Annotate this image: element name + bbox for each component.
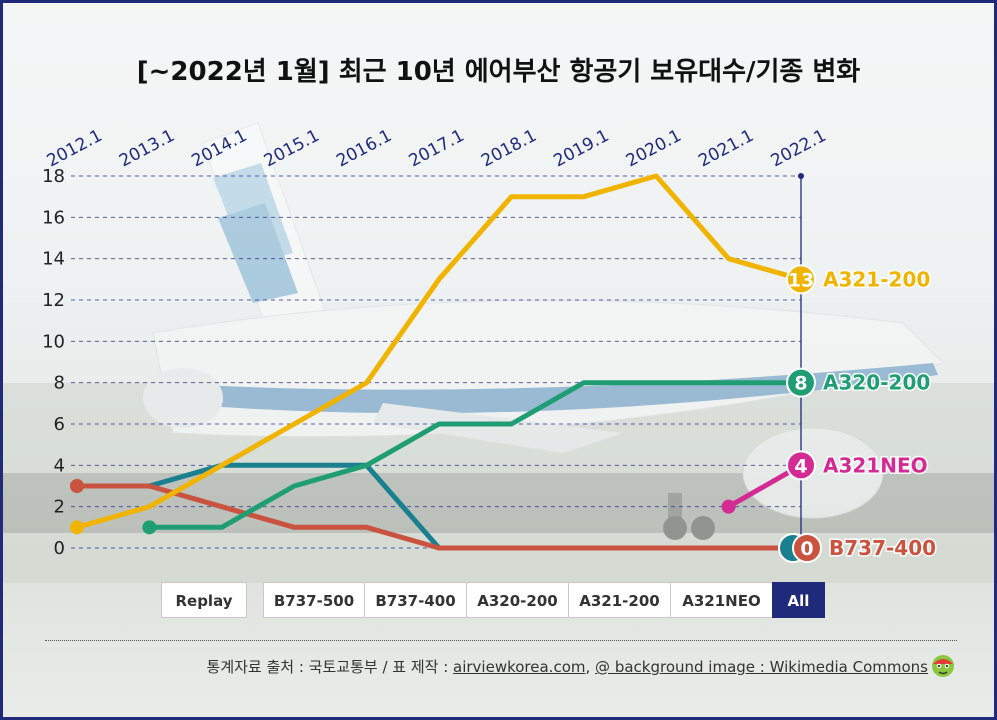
x-tick-label: 2016.1 [333, 126, 395, 172]
source-site-link[interactable]: airviewkorea.com [453, 658, 586, 676]
series-line-b737-400 [74, 483, 804, 551]
series-start-point-a320-200 [142, 520, 157, 535]
y-tick-label: 0 [54, 538, 65, 559]
series-end-badge-b737-400 [792, 533, 822, 563]
x-tick-label: 2022.1 [768, 126, 830, 172]
series-end-value: 0 [800, 538, 813, 560]
series-end-label: A321NEO [823, 453, 928, 477]
x-tick-label: 2012.1 [44, 126, 106, 172]
y-tick-label: 14 [42, 249, 65, 270]
x-tick-label: 2018.1 [478, 126, 540, 172]
x-tick-label: 2014.1 [188, 126, 250, 172]
filter-b737-500-button[interactable]: B737-500 [263, 582, 365, 618]
source-credit: 통계자료 출처 : 국토교통부 / 표 제작 : airviewkorea.co… [207, 656, 928, 677]
x-tick-label: 2021.1 [695, 126, 757, 172]
series-end-label: A321-200 [823, 267, 930, 291]
background-credit-link[interactable]: @ background image : Wikimedia Commons [595, 658, 928, 676]
x-tick-label: 2020.1 [623, 126, 685, 172]
series-start-point-a321neo [721, 499, 736, 514]
x-tick-label: 2015.1 [261, 126, 323, 172]
replay-button[interactable]: Replay [161, 582, 247, 618]
y-tick-label: 12 [42, 290, 65, 311]
filter-a320-200-button[interactable]: A320-200 [466, 582, 569, 618]
series-end-label: A320-200 [823, 371, 930, 395]
x-tick-label: 2019.1 [550, 126, 612, 172]
filter-a321-200-button[interactable]: A321-200 [568, 582, 671, 618]
y-tick-label: 2 [54, 497, 65, 518]
series-end-badge-a321neo [786, 450, 816, 481]
series-end-badge-a321-200 [786, 264, 816, 295]
series-line-a320-200 [146, 380, 804, 530]
series-end-value: 8 [794, 373, 807, 395]
y-tick-label: 10 [42, 331, 65, 352]
source-separator: , [585, 658, 596, 676]
series-start-point-a321-200 [70, 520, 84, 535]
chart-title: [~2022년 1월] 최근 10년 에어부산 항공기 보유대수/기종 변화 [136, 57, 861, 87]
y-tick-label: 8 [54, 373, 65, 394]
series-start-point-b737-400 [70, 479, 84, 493]
series-end-badge-a320-200 [786, 367, 816, 398]
mascot-icon [932, 655, 954, 677]
series-end-value: 4 [794, 455, 807, 477]
y-tick-label: 6 [54, 414, 65, 435]
source-prefix: 통계자료 출처 : 국토교통부 / 표 제작 : [206, 658, 454, 676]
x-tick-label: 2013.1 [116, 126, 178, 172]
y-tick-label: 18 [42, 166, 65, 187]
background-airplane-image [3, 3, 994, 583]
y-tick-label: 16 [42, 207, 65, 228]
series-end-value: 13 [788, 269, 814, 291]
series-end-label: B737-400 [829, 536, 936, 560]
footer-divider [45, 640, 957, 641]
filter-all-button[interactable]: All [772, 582, 825, 618]
filter-b737-400-button[interactable]: B737-400 [364, 582, 467, 618]
filter-a321neo-button[interactable]: A321NEO [670, 582, 773, 618]
x-tick-label: 2017.1 [406, 126, 468, 172]
y-tick-label: 4 [54, 455, 65, 476]
axis-top-marker [798, 173, 804, 179]
series-line-a321-200 [74, 173, 804, 530]
